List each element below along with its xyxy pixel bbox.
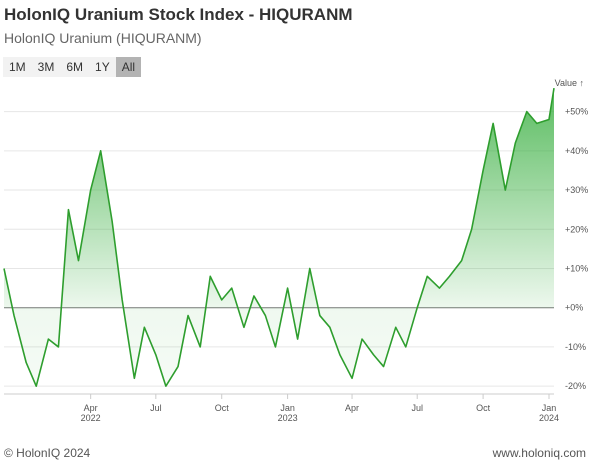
y-tick-label: +0% [565, 303, 583, 313]
x-tick-label: Jul [411, 403, 423, 413]
y-tick-label: +20% [565, 224, 588, 234]
x-tick-label: Jan [280, 403, 295, 413]
x-tick-label: Jan [542, 403, 557, 413]
chart-title: HolonIQ Uranium Stock Index - HIQURANM [4, 5, 353, 24]
y-tick-label: +40% [565, 146, 588, 156]
x-tick-year-label: 2023 [278, 413, 298, 423]
x-tick-label: Oct [215, 403, 230, 413]
y-axis: +50% +40% +30% +20% +10% +0% -10% -20% [565, 107, 588, 392]
x-tick-year-label: 2022 [81, 413, 101, 423]
y-tick-label: +30% [565, 185, 588, 195]
range-button-1m[interactable]: 1M [3, 57, 32, 77]
x-tick-label: Apr [84, 403, 98, 413]
y-tick-label: +50% [565, 107, 588, 117]
range-button-all[interactable]: All [115, 57, 142, 77]
x-tick-label: Jul [150, 403, 162, 413]
y-tick-label: +10% [565, 263, 588, 273]
website-link[interactable]: www.holoniq.com [492, 446, 586, 460]
value-axis-label: Value ↑ [555, 78, 584, 88]
area-path [4, 88, 554, 387]
range-button-3m[interactable]: 3M [31, 57, 61, 77]
range-button-6m[interactable]: 6M [60, 57, 90, 77]
range-selector: 1M 3M 6M 1Y All [3, 57, 142, 77]
area-fill [4, 88, 554, 387]
range-button-1y[interactable]: 1Y [89, 57, 116, 77]
y-tick-label: -10% [565, 342, 586, 352]
y-tick-label: -20% [565, 381, 586, 391]
copyright-text: © HolonIQ 2024 [4, 446, 91, 460]
series-path [3, 87, 555, 387]
uranium-index-chart: +50%+40%+30%+20%+10%+0%-10%-20% Apr2022J… [3, 78, 588, 423]
chart-subtitle: HolonIQ Uranium (HIQURANM) [4, 30, 202, 46]
x-tick-label: Oct [476, 403, 491, 413]
x-tick-year-label: 2024 [539, 413, 559, 423]
x-tick-label: Apr [345, 403, 359, 413]
series-line [3, 87, 555, 387]
